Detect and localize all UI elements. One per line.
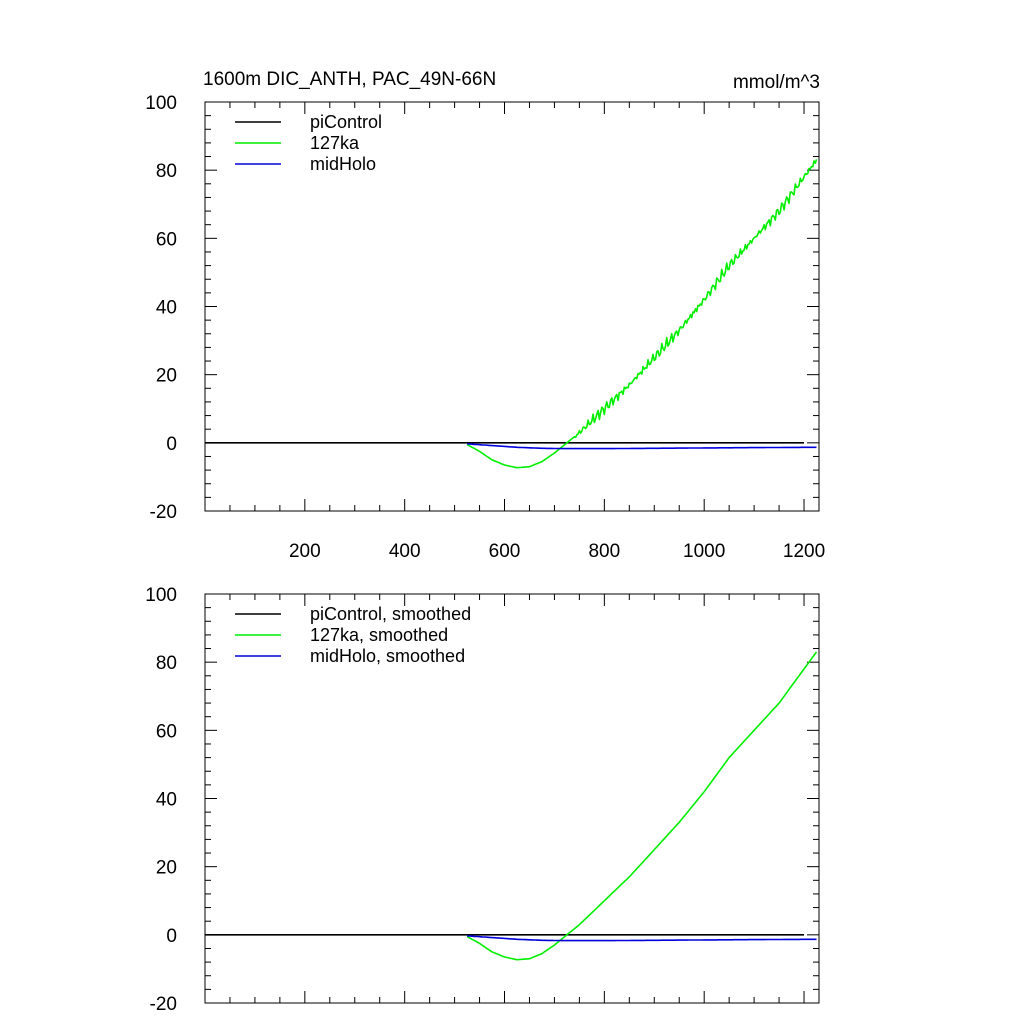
top-panel: 1600m DIC_ANTH, PAC_49N-66N mmol/m^3 -20… bbox=[145, 69, 825, 562]
y-tick-label: 80 bbox=[156, 161, 177, 182]
x-tick-label: 200 bbox=[289, 541, 321, 562]
x-tick-label: 1000 bbox=[683, 541, 725, 562]
plot-area: -20 0 20 40 60 80 100 200 400 600 800 1000 1200 piCon… bbox=[145, 93, 825, 562]
plot-frame bbox=[204, 593, 820, 1004]
y-tick-label: 0 bbox=[166, 434, 177, 455]
y-tick-label: -20 bbox=[150, 994, 177, 1015]
y-tick-label: 40 bbox=[156, 790, 177, 811]
x-tick-label: 800 bbox=[588, 541, 620, 562]
series-line-1 bbox=[466, 651, 818, 961]
plot-area: -20 0 20 40 60 80 100 piControl, smoothed127ka,… bbox=[145, 585, 820, 1015]
y-tick-label: 20 bbox=[156, 858, 177, 879]
y-tick-label: 60 bbox=[156, 721, 177, 742]
x-tick-label: 600 bbox=[489, 541, 521, 562]
y-tick-label: 60 bbox=[156, 229, 177, 250]
series-line-1 bbox=[466, 159, 818, 469]
bottom-panel: -20 0 20 40 60 80 100 piControl, smoothed127ka,… bbox=[145, 585, 820, 1015]
legend-label: 127ka, smoothed bbox=[310, 625, 448, 645]
legend-label: midHolo, smoothed bbox=[310, 646, 465, 666]
x-tick-label: 1200 bbox=[783, 541, 825, 562]
legend-label: piControl bbox=[310, 112, 382, 132]
legend-label: piControl, smoothed bbox=[310, 604, 471, 624]
units-label: mmol/m^3 bbox=[733, 72, 820, 93]
chart-title: 1600m DIC_ANTH, PAC_49N-66N bbox=[203, 69, 496, 90]
legend-label: 127ka bbox=[310, 133, 360, 153]
y-tick-label: 20 bbox=[156, 366, 177, 387]
y-tick-label: 100 bbox=[145, 93, 177, 114]
series-line-2 bbox=[467, 935, 817, 942]
x-tick-label: 400 bbox=[389, 541, 421, 562]
y-tick-label: -20 bbox=[150, 502, 177, 523]
y-tick-label: 100 bbox=[145, 585, 177, 606]
y-tick-label: 40 bbox=[156, 298, 177, 319]
plot-frame bbox=[204, 101, 820, 512]
y-tick-label: 80 bbox=[156, 653, 177, 674]
y-tick-label: 0 bbox=[166, 926, 177, 947]
series-line-2 bbox=[467, 443, 817, 450]
legend-label: midHolo bbox=[310, 154, 376, 174]
